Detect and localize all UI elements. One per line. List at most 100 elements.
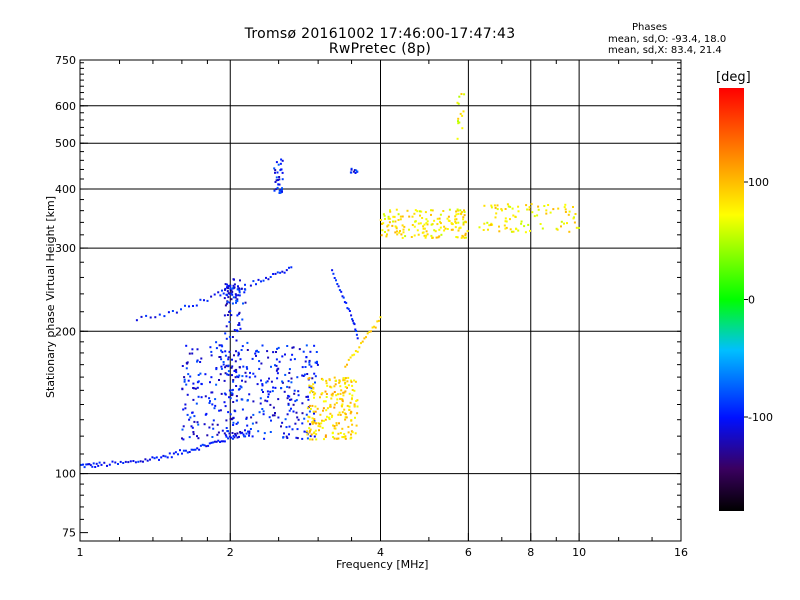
data-point — [244, 380, 247, 383]
data-point — [530, 203, 533, 206]
data-point — [192, 431, 195, 433]
data-point — [235, 385, 238, 387]
data-point — [308, 363, 311, 366]
data-point — [354, 350, 357, 352]
data-point — [346, 363, 348, 366]
data-point — [456, 101, 459, 104]
data-point — [223, 432, 226, 435]
data-point — [228, 321, 231, 323]
data-point — [414, 209, 417, 212]
data-point — [211, 436, 214, 438]
data-point — [241, 398, 244, 401]
data-point — [267, 278, 270, 281]
data-point — [309, 438, 311, 441]
data-point — [198, 448, 201, 451]
data-point — [413, 212, 416, 215]
data-point — [541, 227, 544, 230]
data-point — [226, 301, 229, 303]
data-point — [306, 373, 309, 375]
data-point — [213, 440, 216, 443]
data-point — [197, 395, 200, 398]
data-point — [340, 290, 343, 293]
data-point — [245, 416, 248, 419]
data-point — [564, 211, 567, 213]
data-point — [167, 311, 170, 314]
data-point — [318, 422, 321, 425]
data-point — [333, 406, 336, 409]
data-point — [345, 301, 348, 304]
data-point — [458, 95, 461, 98]
data-point — [308, 384, 311, 387]
data-point — [528, 206, 531, 209]
data-point — [266, 400, 269, 403]
data-point — [341, 436, 344, 439]
data-point — [280, 425, 282, 428]
data-point — [221, 429, 224, 432]
data-point — [225, 293, 228, 296]
data-point — [226, 283, 228, 286]
data-point — [340, 404, 343, 407]
data-point — [222, 292, 225, 295]
data-point — [463, 93, 466, 96]
data-point — [351, 423, 354, 426]
data-point — [232, 284, 235, 287]
data-point — [236, 375, 238, 378]
data-point — [455, 218, 458, 221]
data-point — [458, 121, 461, 124]
data-point — [181, 365, 184, 367]
stats-heading: Phases — [632, 22, 668, 33]
x-tick-label: 16 — [674, 546, 688, 559]
data-point — [224, 332, 227, 335]
data-point — [222, 440, 225, 443]
data-point — [214, 398, 217, 401]
data-point — [182, 449, 185, 452]
data-point — [443, 225, 446, 228]
data-point — [188, 418, 191, 421]
data-point — [226, 314, 229, 316]
data-point — [194, 387, 197, 390]
data-point — [218, 379, 220, 381]
data-point — [537, 205, 540, 208]
data-point — [269, 431, 272, 433]
data-point — [235, 294, 238, 297]
data-point — [308, 359, 311, 362]
data-point — [275, 364, 278, 367]
data-point — [294, 400, 297, 403]
data-point — [491, 223, 494, 226]
data-point — [311, 421, 314, 424]
data-point — [439, 220, 441, 223]
data-point — [237, 324, 240, 326]
data-point — [255, 421, 258, 424]
data-point — [417, 233, 420, 236]
data-point — [433, 219, 436, 222]
data-point — [145, 314, 148, 317]
data-point — [325, 382, 328, 385]
data-point — [209, 381, 211, 384]
data-point — [330, 386, 333, 389]
data-point — [306, 433, 309, 436]
x-tick-label: 1 — [77, 546, 84, 559]
data-point — [323, 438, 325, 441]
data-point — [312, 383, 315, 386]
data-point — [322, 419, 325, 422]
data-point — [577, 227, 580, 229]
data-point — [197, 380, 200, 383]
data-point — [205, 412, 208, 415]
data-point — [168, 452, 171, 455]
data-point — [193, 420, 196, 423]
data-point — [287, 402, 290, 405]
data-point — [336, 398, 339, 401]
data-point — [279, 162, 282, 165]
data-point — [306, 430, 309, 433]
data-point — [95, 462, 98, 465]
data-point — [230, 436, 233, 439]
data-point — [425, 234, 428, 237]
data-point — [237, 285, 239, 288]
data-point — [351, 397, 353, 400]
data-point — [455, 236, 458, 238]
data-point — [246, 424, 249, 427]
data-point — [350, 433, 352, 436]
data-point — [328, 379, 331, 382]
data-point — [192, 387, 195, 389]
data-point — [272, 386, 275, 389]
